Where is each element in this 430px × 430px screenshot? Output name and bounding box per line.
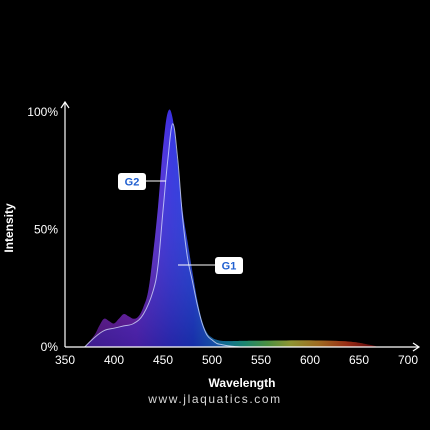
x-tick-label: 350 [55,353,75,367]
watermark: www.jlaquatics.com [148,392,282,406]
series-layer [84,109,379,348]
series-g1-line [84,123,242,348]
series-g2-area [84,109,379,347]
x-tick-label: 550 [251,353,271,367]
g2-annotation: G2 [118,173,166,190]
y-axis-title: Intensity [2,203,16,253]
x-axis-arrow [412,342,421,352]
x-tick-label: 700 [398,353,418,367]
x-tick-label: 450 [153,353,173,367]
axes [60,100,421,352]
y-tick-label: 0% [41,340,59,354]
g1-badge-label: G1 [222,261,237,273]
g2-badge [118,173,146,190]
y-tick-label: 50% [34,223,58,237]
y-tick-label: 100% [27,105,58,119]
g1-annotation: G1 [178,257,243,274]
x-axis-title: Wavelength [209,376,276,390]
tick-labels: 350 400 450 500 550 600 650 700 0% 50% 100% [27,105,418,367]
g1-badge [215,257,243,274]
y-axis-arrow [60,100,70,109]
x-tick-label: 600 [300,353,320,367]
series-g2-shade [84,109,379,347]
x-tick-label: 650 [349,353,369,367]
x-tick-label: 400 [104,353,124,367]
x-tick-label: 500 [202,353,222,367]
g2-badge-label: G2 [125,177,140,189]
